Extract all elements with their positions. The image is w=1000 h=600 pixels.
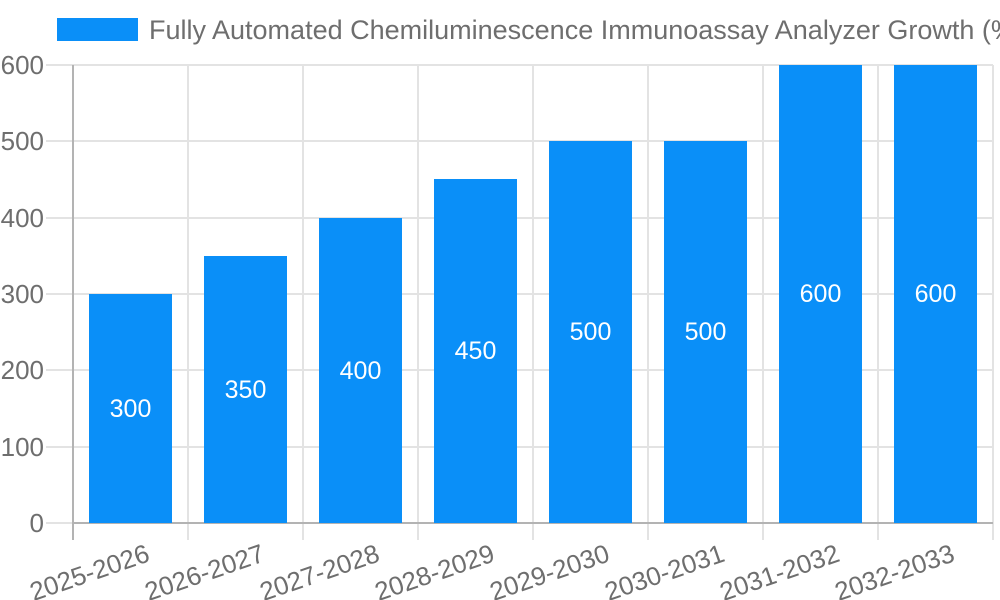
bar [894, 65, 977, 523]
v-gridline [992, 65, 994, 523]
x-axis-tick [187, 523, 189, 540]
y-axis-tick [46, 293, 73, 295]
bar [319, 218, 402, 523]
bar [204, 256, 287, 523]
x-axis-tick [72, 523, 74, 540]
x-axis-tick [877, 523, 879, 540]
v-gridline [762, 65, 764, 523]
x-axis-line [73, 522, 993, 524]
y-axis-label: 200 [0, 355, 44, 386]
v-gridline [417, 65, 419, 523]
y-axis-tick [46, 445, 73, 448]
bar-value-label: 350 [224, 375, 267, 404]
y-axis-label: 0 [29, 508, 44, 538]
bar-value-label: 600 [799, 280, 842, 308]
y-axis-line [72, 65, 74, 523]
legend-swatch [57, 18, 138, 41]
y-axis-tick [46, 369, 73, 372]
x-axis-tick [762, 523, 764, 540]
bar-value-label: 400 [339, 356, 382, 385]
bar [434, 179, 517, 523]
y-axis-tick [46, 522, 73, 524]
x-axis-tick [647, 523, 649, 540]
y-axis-label: 300 [0, 279, 44, 309]
bar [779, 65, 862, 523]
bar-value-label: 600 [914, 280, 957, 308]
bar-value-label: 300 [109, 394, 152, 423]
y-axis-tick [46, 140, 73, 143]
x-axis-tick [417, 523, 419, 540]
chart-title: Fully Automated Chemiluminescence Immuno… [149, 15, 1000, 45]
y-axis-tick [46, 64, 73, 66]
x-axis-tick [532, 523, 534, 540]
bar-value-label: 500 [569, 318, 612, 346]
bar-value-label: 500 [684, 318, 727, 346]
y-axis-label: 600 [0, 50, 44, 80]
v-gridline [647, 65, 649, 523]
x-axis-tick [992, 523, 994, 540]
bar [549, 141, 632, 523]
bar [664, 141, 747, 523]
x-axis-tick [302, 523, 304, 540]
v-gridline [877, 65, 879, 523]
v-gridline [187, 65, 189, 523]
v-gridline [302, 65, 304, 523]
y-axis-label: 500 [0, 126, 44, 157]
y-axis-label: 100 [0, 431, 44, 462]
y-axis-tick [46, 216, 73, 219]
bar-value-label: 450 [454, 337, 497, 365]
v-gridline [532, 65, 534, 523]
bar [89, 294, 172, 523]
y-axis-label: 400 [0, 202, 44, 233]
